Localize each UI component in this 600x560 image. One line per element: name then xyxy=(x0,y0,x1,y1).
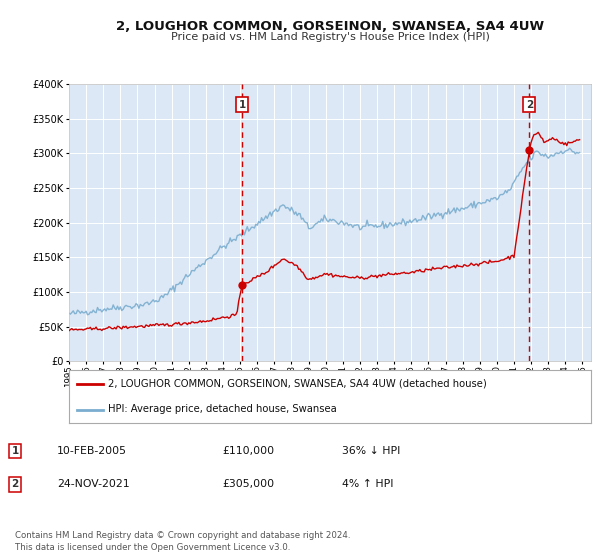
Text: 1: 1 xyxy=(11,446,19,456)
Text: Price paid vs. HM Land Registry's House Price Index (HPI): Price paid vs. HM Land Registry's House … xyxy=(170,32,490,43)
Text: £110,000: £110,000 xyxy=(222,446,274,456)
Text: 2: 2 xyxy=(11,479,19,489)
Text: 1: 1 xyxy=(238,100,245,110)
Text: 36% ↓ HPI: 36% ↓ HPI xyxy=(342,446,400,456)
Text: 2: 2 xyxy=(526,100,533,110)
Text: £305,000: £305,000 xyxy=(222,479,274,489)
Text: Contains HM Land Registry data © Crown copyright and database right 2024.
This d: Contains HM Land Registry data © Crown c… xyxy=(15,531,350,552)
Text: 10-FEB-2005: 10-FEB-2005 xyxy=(57,446,127,456)
Text: 24-NOV-2021: 24-NOV-2021 xyxy=(57,479,130,489)
Text: 2, LOUGHOR COMMON, GORSEINON, SWANSEA, SA4 4UW: 2, LOUGHOR COMMON, GORSEINON, SWANSEA, S… xyxy=(116,20,544,32)
Text: HPI: Average price, detached house, Swansea: HPI: Average price, detached house, Swan… xyxy=(108,404,337,414)
Text: 2, LOUGHOR COMMON, GORSEINON, SWANSEA, SA4 4UW (detached house): 2, LOUGHOR COMMON, GORSEINON, SWANSEA, S… xyxy=(108,379,487,389)
Text: 4% ↑ HPI: 4% ↑ HPI xyxy=(342,479,394,489)
